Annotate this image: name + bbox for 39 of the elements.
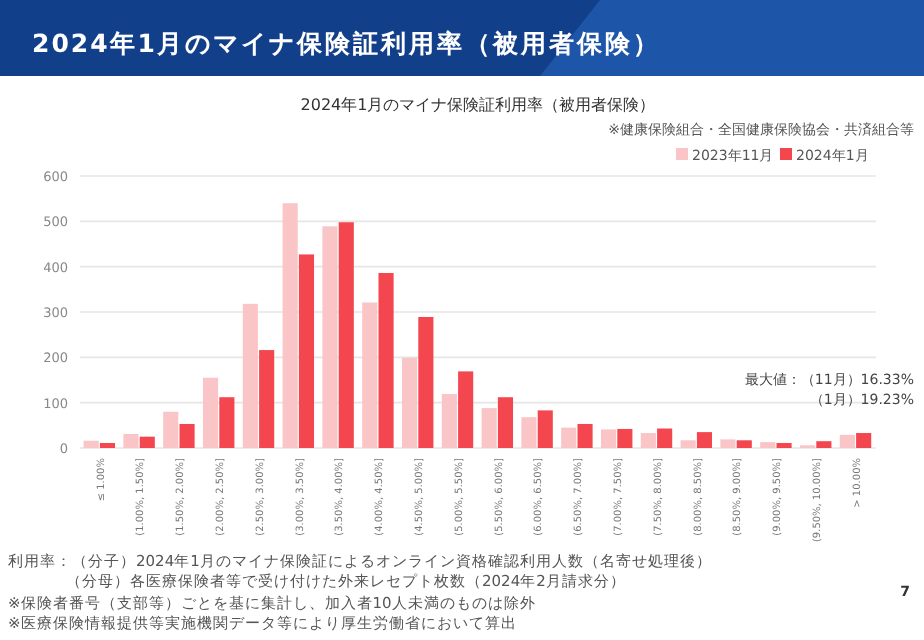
bar (736, 440, 752, 448)
bar (163, 411, 179, 448)
bar (561, 427, 577, 448)
chart-title: 2024年1月のマイナ保険証利用率（被用者保険） (32, 28, 661, 58)
bar (259, 350, 275, 448)
bar (497, 397, 514, 448)
bar (282, 203, 298, 448)
bar (720, 439, 736, 448)
bar (298, 254, 315, 448)
bar (179, 423, 195, 448)
bar (458, 371, 474, 448)
chart-subtitle: 2024年1月のマイナ保険証利用率（被用者保険） (300, 96, 656, 114)
bar (139, 436, 155, 448)
bar (202, 377, 219, 448)
bar (242, 303, 258, 448)
bar (322, 226, 338, 448)
bar (123, 433, 139, 448)
bar (418, 316, 434, 448)
bar (640, 433, 656, 448)
bar (657, 428, 673, 448)
bar (696, 432, 713, 448)
bar (378, 273, 394, 448)
bar (577, 423, 593, 448)
bar (521, 417, 537, 448)
bar (839, 434, 855, 448)
bar (83, 440, 99, 448)
bar (362, 302, 378, 448)
bar (338, 222, 354, 448)
bar (617, 428, 633, 448)
bar (680, 440, 696, 448)
bar (441, 394, 457, 448)
bar (816, 441, 832, 448)
bar (481, 408, 497, 448)
bar (537, 410, 553, 448)
bar (856, 433, 872, 448)
bar (219, 397, 235, 448)
bar (401, 357, 418, 448)
bar (600, 429, 617, 448)
bar (760, 442, 776, 448)
